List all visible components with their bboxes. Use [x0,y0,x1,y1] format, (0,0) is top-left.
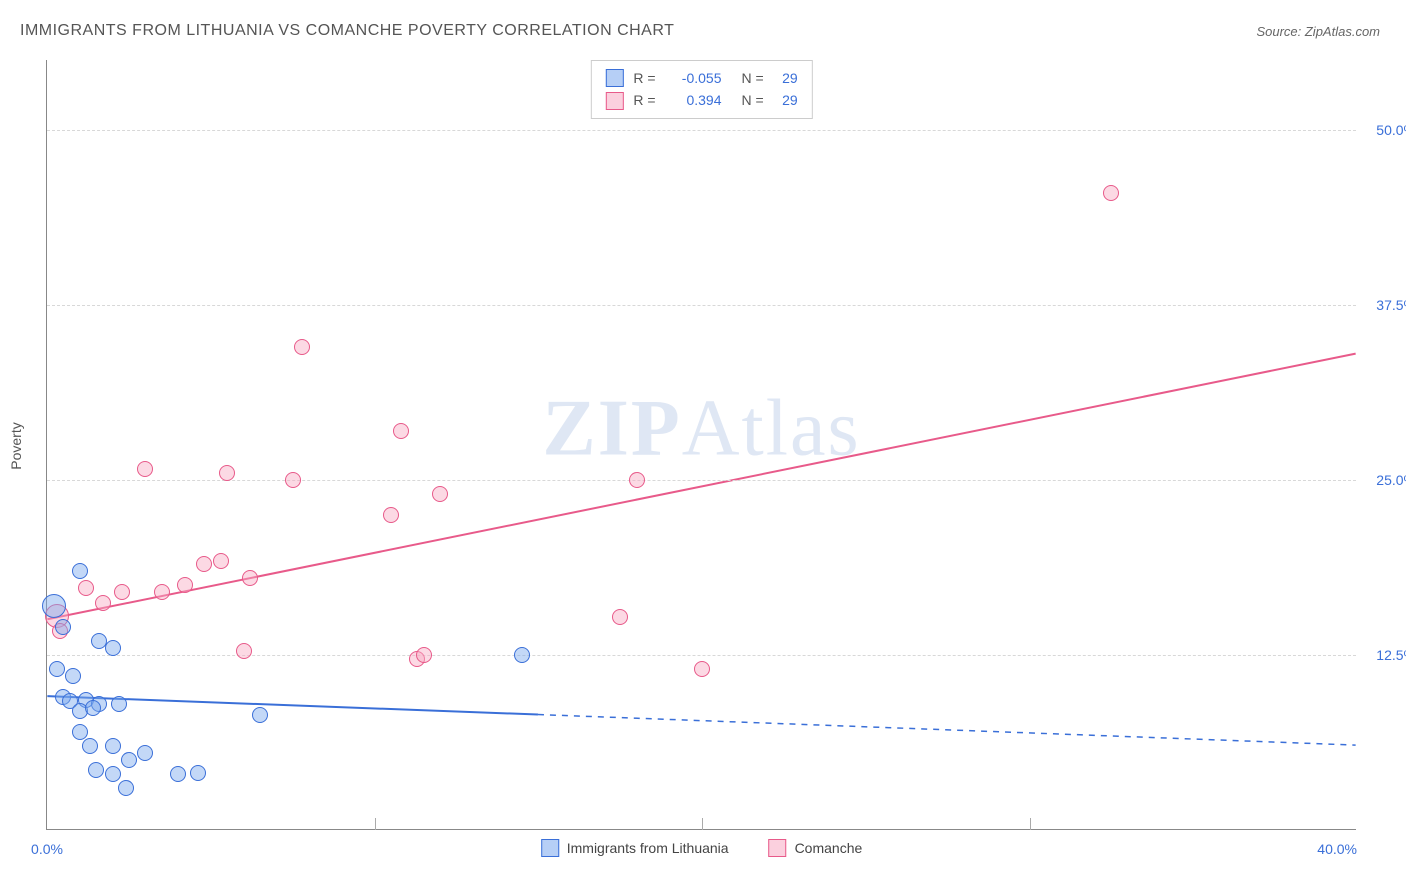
source-label: Source: ZipAtlas.com [1256,24,1380,39]
n-value: 29 [774,67,798,89]
correlation-legend: R = -0.055 N = 29 R = 0.394 N = 29 [590,60,812,119]
scatter-point [170,766,186,782]
scatter-point [219,465,235,481]
scatter-point [111,696,127,712]
scatter-point [88,762,104,778]
scatter-point [65,668,81,684]
y-tick-label: 25.0% [1364,472,1406,488]
scatter-point [514,647,530,663]
r-label: R = [633,67,655,89]
scatter-point [55,619,71,635]
scatter-point [285,472,301,488]
chart-title: IMMIGRANTS FROM LITHUANIA VS COMANCHE PO… [20,22,674,40]
scatter-point [105,766,121,782]
trend-lines [47,60,1356,829]
y-tick-label: 37.5% [1364,297,1406,313]
scatter-point [82,738,98,754]
scatter-point [629,472,645,488]
r-value: -0.055 [666,67,722,89]
swatch-pink-icon [605,92,623,110]
scatter-point [154,584,170,600]
legend-label: Comanche [795,840,863,856]
scatter-point [213,553,229,569]
series-legend: Immigrants from Lithuania Comanche [541,839,863,857]
scatter-point [42,594,66,618]
legend-item-1: Immigrants from Lithuania [541,839,729,857]
scatter-point [85,700,101,716]
scatter-point [177,577,193,593]
x-minor-tick [1030,818,1031,830]
scatter-point [242,570,258,586]
x-tick-label: 40.0% [1317,841,1357,857]
scatter-point [114,584,130,600]
legend-row-2: R = 0.394 N = 29 [605,89,797,111]
watermark: ZIPAtlas [542,384,860,475]
x-minor-tick [375,818,376,830]
trend-line-dashed [538,715,1356,746]
scatter-point [78,580,94,596]
scatter-point [252,707,268,723]
scatter-point [694,661,710,677]
y-tick-label: 12.5% [1364,647,1406,663]
scatter-point [118,780,134,796]
swatch-blue-icon [605,69,623,87]
x-minor-tick [702,818,703,830]
scatter-point [416,647,432,663]
legend-label: Immigrants from Lithuania [567,840,729,856]
legend-row-1: R = -0.055 N = 29 [605,67,797,89]
scatter-point [1103,185,1119,201]
y-axis-title: Poverty [8,422,24,469]
scatter-point [137,461,153,477]
scatter-point [612,609,628,625]
scatter-point [72,563,88,579]
gridline-h [47,480,1356,481]
gridline-h [47,305,1356,306]
swatch-pink-icon [769,839,787,857]
swatch-blue-icon [541,839,559,857]
gridline-h [47,130,1356,131]
scatter-point [196,556,212,572]
n-label: N = [742,67,764,89]
n-label: N = [742,89,764,111]
scatter-point [190,765,206,781]
scatter-point [121,752,137,768]
scatter-point [432,486,448,502]
n-value: 29 [774,89,798,111]
scatter-point [105,738,121,754]
legend-item-2: Comanche [769,839,863,857]
scatter-point [294,339,310,355]
scatter-point [105,640,121,656]
watermark-bold: ZIP [542,385,681,473]
scatter-point [95,595,111,611]
r-label: R = [633,89,655,111]
r-value: 0.394 [666,89,722,111]
y-tick-label: 50.0% [1364,122,1406,138]
chart-container: IMMIGRANTS FROM LITHUANIA VS COMANCHE PO… [0,0,1406,892]
scatter-point [49,661,65,677]
scatter-point [383,507,399,523]
watermark-light: Atlas [682,385,861,473]
x-tick-label: 0.0% [31,841,63,857]
plot-area: ZIPAtlas R = -0.055 N = 29 R = 0.394 N =… [46,60,1356,830]
scatter-point [393,423,409,439]
scatter-point [72,724,88,740]
scatter-point [137,745,153,761]
scatter-point [236,643,252,659]
